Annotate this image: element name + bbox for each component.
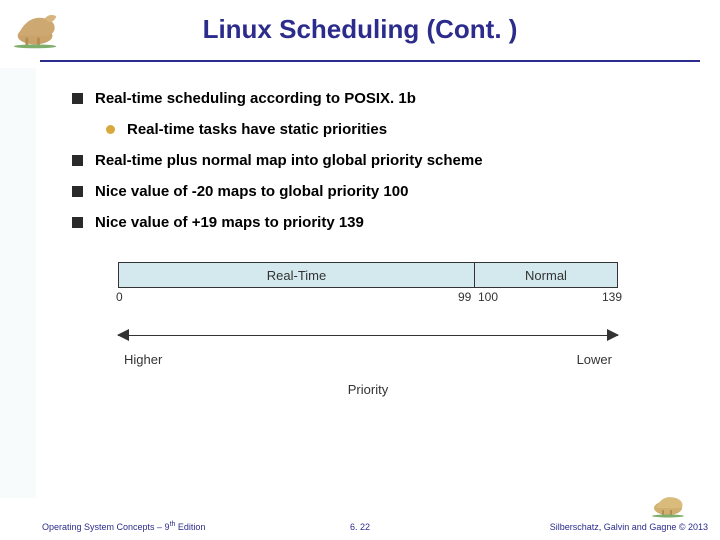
sub-bullet-text: Real-time tasks have static priorities [127,121,387,138]
footer-copyright: Silberschatz, Galvin and Gagne © 2013 [550,522,708,532]
lower-label: Lower [577,352,612,367]
footer-left-a: Operating System Concepts – 9 [42,522,170,532]
bullet-text: Nice value of -20 maps to global priorit… [95,183,408,200]
tick-100: 100 [478,290,498,304]
tick-labels: 0 99 100 139 [118,290,618,308]
square-bullet-icon [72,217,83,228]
tick-139: 139 [602,290,622,304]
tick-0: 0 [116,290,123,304]
content-area: Real-time scheduling according to POSIX.… [72,90,690,245]
footer-left-b: Edition [175,522,205,532]
dinosaur-top-icon [8,6,66,50]
title-rule [40,60,700,62]
arrow-left-icon [117,329,129,341]
footer-page-number: 6. 22 [350,522,370,532]
arrow-line [118,335,618,336]
square-bullet-icon [72,93,83,104]
page-title: Linux Scheduling (Cont. ) [0,14,720,45]
bullet-text: Nice value of +19 maps to priority 139 [95,214,364,231]
sidebar-stripe [0,68,36,498]
tick-99: 99 [458,290,471,304]
arrow-labels: Higher Lower [118,352,618,372]
slide: Linux Scheduling (Cont. ) Real-time sche… [0,0,720,540]
bullet-item: Real-time scheduling according to POSIX.… [72,90,690,107]
priority-arrow [118,326,618,348]
higher-label: Higher [124,352,162,367]
bullet-item: Real-time plus normal map into global pr… [72,152,690,169]
priority-diagram: Real-Time Normal 0 99 100 139 Higher Low… [118,262,618,397]
footer-left: Operating System Concepts – 9th Edition [42,521,205,532]
bullet-item: Nice value of +19 maps to priority 139 [72,214,690,231]
priority-axis-label: Priority [118,382,618,397]
normal-segment: Normal [475,263,617,287]
square-bullet-icon [72,186,83,197]
bullet-text: Real-time plus normal map into global pr… [95,152,483,169]
bullet-item: Nice value of -20 maps to global priorit… [72,183,690,200]
circle-bullet-icon [106,125,115,134]
realtime-segment: Real-Time [119,263,475,287]
bullet-text: Real-time scheduling according to POSIX.… [95,90,416,107]
priority-bar: Real-Time Normal [118,262,618,288]
arrow-right-icon [607,329,619,341]
sub-bullet-item: Real-time tasks have static priorities [106,121,690,138]
header: Linux Scheduling (Cont. ) [0,0,720,68]
square-bullet-icon [72,155,83,166]
footer: Operating System Concepts – 9th Edition … [0,514,720,534]
